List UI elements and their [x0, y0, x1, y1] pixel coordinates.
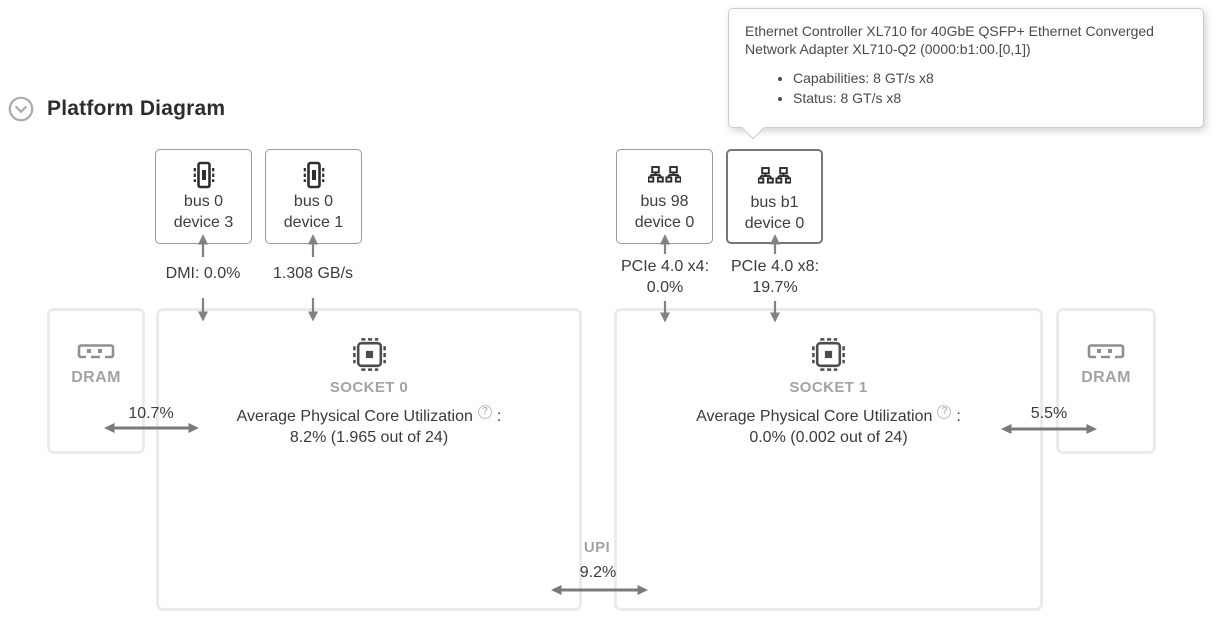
- tooltip-caret: [741, 116, 765, 140]
- dram-box-right[interactable]: DRAM: [1056, 308, 1156, 454]
- ram-icon: [77, 344, 115, 361]
- socket-label: SOCKET 1: [789, 379, 868, 396]
- device-number: device 0: [634, 214, 695, 231]
- dram-box-left[interactable]: DRAM: [47, 308, 145, 454]
- socket1-box[interactable]: SOCKET 1 Average Physical Core Utilizati…: [614, 308, 1043, 611]
- pcie-x4-label-line1: PCIe 4.0 x4:: [620, 258, 710, 275]
- device-bus: bus 0: [293, 193, 334, 210]
- device-number: device 3: [173, 214, 234, 231]
- pcie-x4-label-line2: 0.0%: [646, 279, 684, 296]
- pci-card-icon: [302, 161, 326, 188]
- device-number: device 1: [283, 214, 344, 231]
- pci-device-box-bus0-dev1[interactable]: bus 0 device 1: [265, 149, 362, 244]
- colon: :: [496, 408, 502, 425]
- core-utilization-value: 0.0% (0.002 out of 24): [749, 429, 908, 446]
- network-adapter-icon: [648, 161, 681, 188]
- dram-bandwidth-right: 5.5%: [1030, 405, 1068, 422]
- collapse-chevron-circle-icon[interactable]: [8, 96, 34, 122]
- device-bus: bus 0: [183, 193, 224, 210]
- upi-label: UPI: [583, 539, 611, 556]
- dram-bandwidth-left: 10.7%: [128, 405, 174, 422]
- colon: :: [956, 408, 961, 425]
- device-tooltip: Ethernet Controller XL710 for 40GbE QSFP…: [728, 8, 1204, 140]
- dram-label: DRAM: [1081, 369, 1131, 386]
- cpu-chip-icon: [812, 338, 845, 371]
- pcie-x4-label: PCIe 4.0 x4: 0.0%: [600, 256, 730, 298]
- page-title: Platform Diagram: [47, 97, 226, 120]
- pci-device-box-bus98-dev0[interactable]: bus 98 device 0: [616, 149, 713, 244]
- dmi-utilization-label: DMI: 0.0%: [165, 265, 241, 282]
- tooltip-capabilities: Capabilities: 8 GT/s x8: [793, 69, 1187, 87]
- socket-label: SOCKET 0: [329, 379, 409, 396]
- device-number: device 0: [744, 215, 805, 232]
- core-utilization-label: Average Physical Core Utilization: [236, 408, 473, 425]
- device-bus: bus b1: [750, 194, 799, 211]
- core-utilization-value: 8.2% (1.965 out of 24): [289, 429, 449, 446]
- tooltip-status: Status: 8 GT/s x8: [793, 89, 1187, 107]
- device-bus: bus 98: [640, 193, 689, 210]
- upi-bandwidth-value: 9.2%: [579, 564, 617, 581]
- core-utilization-line: Average Physical Core Utilization ? :: [236, 405, 502, 426]
- help-icon[interactable]: ?: [937, 405, 952, 419]
- pci-device-box-busb1-dev0[interactable]: bus b1 device 0: [726, 149, 823, 244]
- socket0-box[interactable]: SOCKET 0 Average Physical Core Utilizati…: [156, 308, 582, 611]
- ram-icon: [1087, 344, 1125, 361]
- pci-card-icon: [192, 161, 216, 188]
- tooltip-title: Ethernet Controller XL710 for 40GbE QSFP…: [745, 23, 1154, 57]
- cpu-chip-icon: [352, 338, 386, 371]
- dmi-bandwidth-label: 1.308 GB/s: [272, 265, 354, 282]
- tooltip-bullet-list: Capabilities: 8 GT/s x8 Status: 8 GT/s x…: [745, 69, 1187, 107]
- help-icon[interactable]: ?: [477, 405, 492, 419]
- section-header: Platform Diagram: [8, 96, 225, 122]
- pcie-x8-label: PCIe 4.0 x8: 19.7%: [710, 256, 840, 298]
- pci-device-box-bus0-dev3[interactable]: bus 0 device 3: [155, 149, 252, 244]
- network-adapter-icon: [758, 162, 791, 189]
- core-utilization-label: Average Physical Core Utilization: [696, 408, 933, 425]
- pcie-x8-label-line1: PCIe 4.0 x8:: [730, 258, 820, 275]
- core-utilization-line: Average Physical Core Utilization ? :: [696, 405, 961, 426]
- pcie-x8-label-line2: 19.7%: [752, 279, 798, 296]
- dram-label: DRAM: [71, 369, 121, 386]
